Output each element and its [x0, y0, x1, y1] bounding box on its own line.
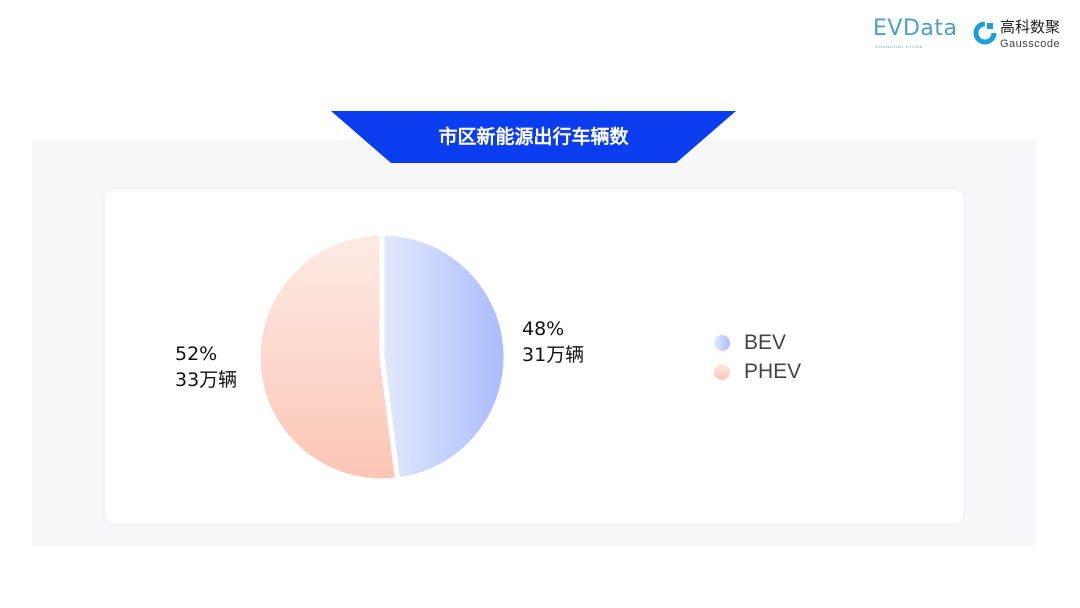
legend-label-phev: PHEV — [744, 360, 802, 383]
phev-percent: 52% — [175, 343, 218, 365]
phev-data-label: 52% 33万辆 — [175, 341, 237, 393]
chart-title: 市区新能源出行车辆数 — [438, 126, 629, 148]
gausscode-logo-icon — [973, 21, 997, 45]
title-banner — [331, 111, 736, 163]
legend-swatch-phev — [714, 364, 730, 380]
legend-swatch-bev — [714, 335, 730, 351]
bev-percent: 48% — [522, 318, 565, 340]
legend-label-bev: BEV — [744, 331, 787, 354]
chart-card — [105, 190, 963, 523]
phev-value: 33万辆 — [175, 369, 238, 391]
evdata-logo-sub: SHANGHAI CHINA — [875, 44, 924, 49]
bev-data-label: 48% 31万辆 — [522, 316, 584, 368]
legend-item-bev: BEV — [714, 330, 786, 356]
evdata-logo: EVData — [873, 16, 958, 41]
pie-slice-phev — [255, 230, 401, 484]
bev-value: 31万辆 — [522, 344, 585, 366]
gausscode-logo-en: Gausscode — [1000, 38, 1061, 50]
legend-item-phev: PHEV — [714, 359, 801, 385]
pie-slice-bev — [379, 230, 509, 483]
gausscode-logo-cn: 高科数聚 — [1000, 18, 1061, 36]
